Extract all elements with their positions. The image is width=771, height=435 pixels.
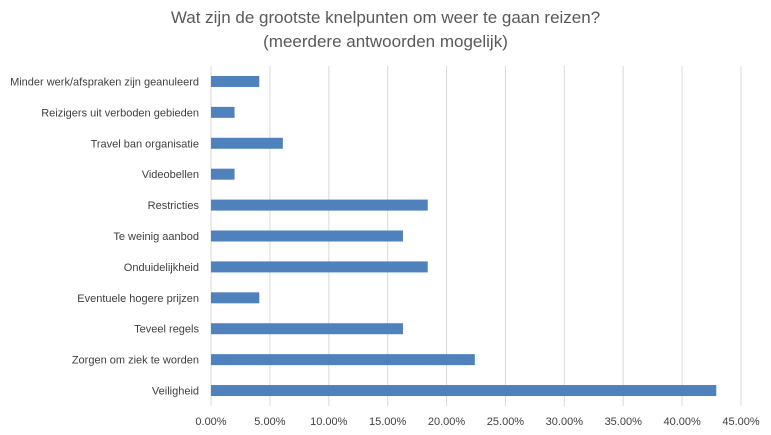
x-tick-label: 30.00% <box>546 416 584 428</box>
category-label: Teveel regels <box>134 324 199 336</box>
bar <box>211 292 260 304</box>
bar <box>211 385 717 397</box>
x-tick-label: 45.00% <box>722 416 760 428</box>
category-label: Te weinig aanbod <box>113 231 199 243</box>
category-label: Restricties <box>148 200 200 212</box>
category-label: Videobellen <box>142 169 199 181</box>
category-label: Minder werk/afspraken zijn geanuleerd <box>10 76 199 88</box>
category-label: Reizigers uit verboden gebieden <box>41 107 199 119</box>
x-tick-labels: 0.00% 5.00% 10.00% 15.00% 20.00% 25.00% 30.00%… <box>195 416 759 428</box>
category-label: Veiligheid <box>152 386 199 398</box>
x-tick-label: 10.00% <box>310 416 348 428</box>
x-tick-label: 0.00% <box>195 416 226 428</box>
category-labels: Minder werk/afspraken zijn geanuleerd Rei… <box>10 76 199 397</box>
bar <box>211 137 283 149</box>
grid-lines <box>210 66 742 406</box>
bar <box>211 106 235 118</box>
x-tick-label: 20.00% <box>428 416 466 428</box>
category-label: Onduidelijkheid <box>124 262 199 274</box>
x-tick-label: 40.00% <box>663 416 701 428</box>
bar <box>211 75 260 87</box>
x-tick-label: 35.00% <box>605 416 643 428</box>
x-tick-label: 25.00% <box>487 416 525 428</box>
category-label: Zorgen om ziek te worden <box>72 355 199 367</box>
x-tick-label: 5.00% <box>254 416 285 428</box>
x-tick-label: 15.00% <box>369 416 407 428</box>
chart-title: Wat zijn de grootste knelpunten om weer … <box>170 8 601 27</box>
category-label: Eventuele hogere prijzen <box>77 293 199 305</box>
bars <box>211 75 717 397</box>
bar <box>211 354 475 366</box>
bar <box>211 323 403 335</box>
bar <box>211 230 403 242</box>
bar <box>211 168 235 180</box>
bar <box>211 261 428 273</box>
bar <box>211 199 428 211</box>
category-label: Travel ban organisatie <box>91 138 199 150</box>
chart-subtitle: (meerdere antwoorden mogelijk) <box>263 32 508 51</box>
